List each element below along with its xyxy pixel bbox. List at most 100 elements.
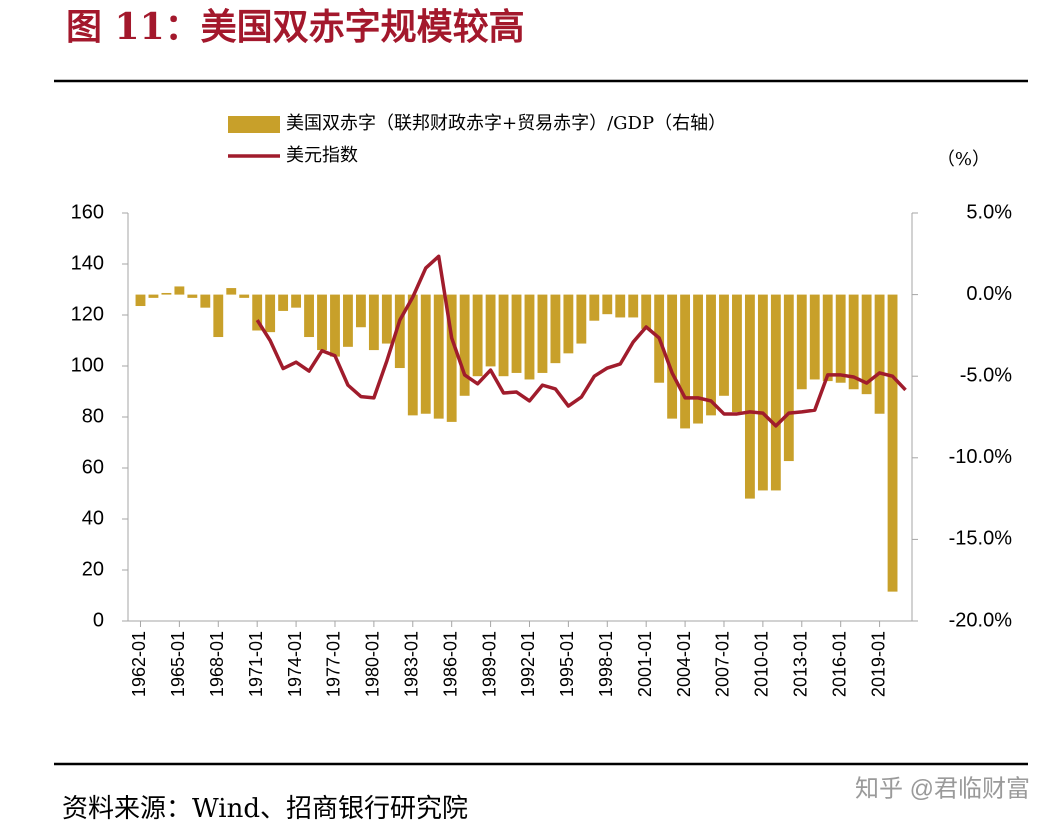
bar [511, 294, 522, 373]
x-tick-label: 2013-01 [791, 631, 811, 697]
x-tick-label: 2016-01 [829, 631, 849, 697]
x-tick-label: 1968-01 [207, 631, 227, 697]
bar [148, 294, 159, 298]
y2-tick-label: -20.0% [949, 609, 1013, 631]
bar [783, 294, 794, 462]
legend-label: 美国双赤字（联邦财政赤字+贸易赤字）/GDP（右轴） [286, 113, 726, 134]
bar [407, 294, 418, 416]
bar [848, 294, 859, 390]
x-tick-label: 1980-01 [363, 631, 383, 697]
bar [835, 294, 846, 383]
bar [472, 294, 483, 377]
bar [576, 294, 587, 344]
bar [719, 294, 729, 396]
bar [615, 294, 626, 318]
bar [433, 294, 444, 419]
bar [693, 294, 703, 424]
x-tick-label: 1974-01 [285, 631, 305, 697]
bar [343, 294, 353, 347]
bar [174, 286, 185, 295]
x-tick-label: 1986-01 [440, 631, 460, 697]
bar [680, 294, 691, 429]
bar [498, 294, 509, 377]
x-tick-label: 1992-01 [518, 631, 538, 697]
bar [304, 294, 314, 338]
bar [239, 294, 250, 298]
bar [252, 294, 263, 331]
x-tick-label: 1989-01 [479, 631, 499, 697]
bar [187, 294, 198, 298]
bar [874, 294, 885, 414]
bar [161, 292, 172, 295]
bar [770, 294, 781, 491]
y2-tick-label: 5.0% [966, 201, 1012, 223]
x-tick-label: 1998-01 [596, 631, 616, 697]
bar [291, 294, 302, 308]
y2-tick-label: -5.0% [960, 364, 1012, 386]
bar [213, 294, 224, 338]
x-tick-label: 1971-01 [246, 631, 266, 697]
x-tick-label: 2019-01 [868, 631, 888, 697]
y2-tick-label: -15.0% [949, 528, 1013, 550]
y-tick-label: 80 [82, 405, 104, 427]
bar [822, 294, 833, 382]
y-tick-label: 140 [71, 252, 104, 274]
y2-unit: （%） [937, 149, 990, 170]
x-tick-label: 1962-01 [129, 631, 149, 697]
bar [524, 294, 535, 380]
bar [563, 294, 574, 354]
bar [368, 294, 379, 351]
bar [861, 294, 872, 395]
bar [732, 294, 742, 413]
x-tick-label: 1983-01 [402, 631, 422, 697]
bar [589, 294, 600, 321]
bar [317, 294, 327, 351]
bar [278, 294, 289, 311]
bar [200, 294, 211, 308]
bar [226, 288, 237, 295]
bar [887, 294, 898, 592]
y2-tick-label: 0.0% [966, 283, 1012, 305]
x-tick-label: 2007-01 [713, 631, 733, 697]
y-tick-label: 0 [93, 609, 104, 631]
x-tick-label: 2010-01 [752, 631, 772, 697]
bar [757, 294, 768, 491]
bar [641, 294, 652, 329]
x-tick-label: 1965-01 [168, 631, 188, 697]
bar [394, 294, 405, 369]
bar [537, 294, 548, 373]
x-tick-label: 1995-01 [557, 631, 577, 697]
y-tick-label: 160 [71, 201, 104, 223]
x-tick-label: 2001-01 [635, 631, 655, 697]
bar [628, 294, 639, 318]
bar [330, 294, 340, 357]
legend-label: 美元指数 [286, 145, 358, 166]
y-tick-label: 100 [71, 354, 104, 376]
y-tick-label: 60 [82, 456, 104, 478]
source: 资料来源：Wind、招商银行研究院 [62, 794, 468, 824]
bar [667, 294, 678, 419]
bar [550, 294, 561, 364]
bar [485, 294, 496, 367]
bar [420, 294, 431, 414]
bar [459, 294, 470, 396]
bar [744, 294, 755, 499]
bar [446, 294, 457, 422]
y2-tick-label: -10.0% [949, 446, 1013, 468]
bar [265, 294, 276, 333]
y-tick-label: 20 [82, 558, 104, 580]
x-tick-label: 1977-01 [324, 631, 344, 697]
bar [706, 294, 716, 416]
bar [809, 294, 820, 380]
bar [135, 294, 146, 307]
line [255, 254, 907, 428]
watermark: 知乎 @君临财富 [855, 775, 1030, 802]
legend-swatch [228, 116, 280, 133]
y-tick-label: 120 [71, 303, 104, 325]
bar [796, 294, 807, 390]
x-tick-label: 2004-01 [674, 631, 694, 697]
title: 图 11：美国双赤字规模较高 [66, 6, 525, 48]
y-tick-label: 40 [82, 507, 104, 529]
bar [602, 294, 613, 315]
